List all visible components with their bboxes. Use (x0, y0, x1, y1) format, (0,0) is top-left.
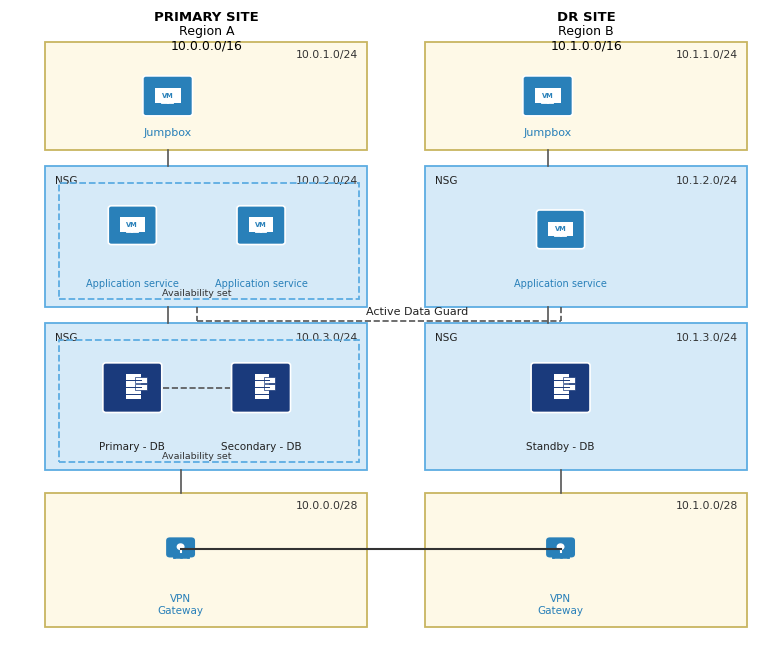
Text: 10.1.0.0/28: 10.1.0.0/28 (676, 501, 738, 511)
Text: 10.1.2.0/24: 10.1.2.0/24 (676, 176, 738, 186)
Text: Secondary - DB: Secondary - DB (221, 442, 301, 451)
Text: Application service: Application service (215, 279, 308, 289)
Text: Standby - DB: Standby - DB (526, 442, 595, 451)
Bar (255, 374, 269, 399)
Text: 10.1.3.0/24: 10.1.3.0/24 (676, 333, 738, 343)
Bar (426, 42, 747, 150)
FancyBboxPatch shape (103, 363, 162, 413)
Bar (426, 493, 747, 627)
FancyBboxPatch shape (535, 88, 561, 103)
Text: DR SITE: DR SITE (557, 11, 615, 24)
Bar (45, 493, 367, 627)
FancyBboxPatch shape (548, 221, 573, 236)
Text: 10.0.0.0/28: 10.0.0.0/28 (295, 501, 358, 511)
Text: NSG: NSG (55, 176, 77, 186)
Text: Primary - DB: Primary - DB (99, 442, 166, 451)
Bar (135, 377, 147, 383)
Circle shape (558, 544, 564, 550)
Text: Active Data Guard: Active Data Guard (366, 307, 469, 317)
FancyBboxPatch shape (531, 363, 590, 413)
Bar (426, 323, 747, 470)
Text: Jumpbox: Jumpbox (523, 128, 572, 138)
FancyBboxPatch shape (232, 363, 291, 413)
Bar (126, 374, 141, 399)
FancyBboxPatch shape (237, 206, 285, 244)
Bar (563, 377, 575, 383)
FancyBboxPatch shape (119, 217, 144, 231)
Text: VM: VM (555, 226, 566, 232)
FancyBboxPatch shape (143, 76, 193, 116)
Bar (45, 42, 367, 150)
Text: VM: VM (162, 93, 173, 99)
Bar (426, 166, 747, 306)
Text: VM: VM (542, 93, 554, 99)
Bar (59, 340, 359, 462)
Text: VM: VM (255, 222, 267, 228)
Text: Region B: Region B (558, 25, 614, 38)
Bar (135, 384, 147, 390)
FancyBboxPatch shape (248, 217, 273, 231)
FancyBboxPatch shape (537, 210, 585, 248)
Text: PRIMARY SITE: PRIMARY SITE (154, 11, 259, 24)
Text: 10.1.1.0/24: 10.1.1.0/24 (676, 50, 738, 60)
FancyBboxPatch shape (546, 537, 575, 558)
Text: NSG: NSG (435, 333, 457, 343)
Text: Region A: Region A (179, 25, 234, 38)
Text: NSG: NSG (55, 333, 77, 343)
Text: 10.0.0.0/16: 10.0.0.0/16 (170, 40, 242, 52)
Bar (555, 374, 569, 399)
FancyBboxPatch shape (166, 537, 195, 558)
Bar (45, 166, 367, 306)
Text: NSG: NSG (435, 176, 457, 186)
Text: Availability set: Availability set (162, 453, 231, 461)
Text: VM: VM (127, 222, 138, 228)
Text: 10.1.0.0/16: 10.1.0.0/16 (551, 40, 622, 52)
FancyBboxPatch shape (109, 206, 156, 244)
Bar (45, 323, 367, 470)
Text: Jumpbox: Jumpbox (144, 128, 192, 138)
FancyBboxPatch shape (155, 88, 180, 103)
Text: 10.0.1.0/24: 10.0.1.0/24 (296, 50, 358, 60)
Bar (563, 384, 575, 390)
Bar (264, 384, 275, 390)
Text: VPN
Gateway: VPN Gateway (158, 594, 204, 616)
Text: Availability set: Availability set (162, 289, 231, 298)
Text: 10.0.3.0/24: 10.0.3.0/24 (296, 333, 358, 343)
Text: VPN
Gateway: VPN Gateway (537, 594, 583, 616)
Text: Application service: Application service (86, 279, 179, 289)
Bar (264, 377, 275, 383)
Circle shape (177, 544, 184, 550)
FancyBboxPatch shape (522, 76, 572, 116)
Text: Application service: Application service (514, 279, 607, 289)
Bar (59, 183, 359, 299)
Text: 10.0.2.0/24: 10.0.2.0/24 (296, 176, 358, 186)
